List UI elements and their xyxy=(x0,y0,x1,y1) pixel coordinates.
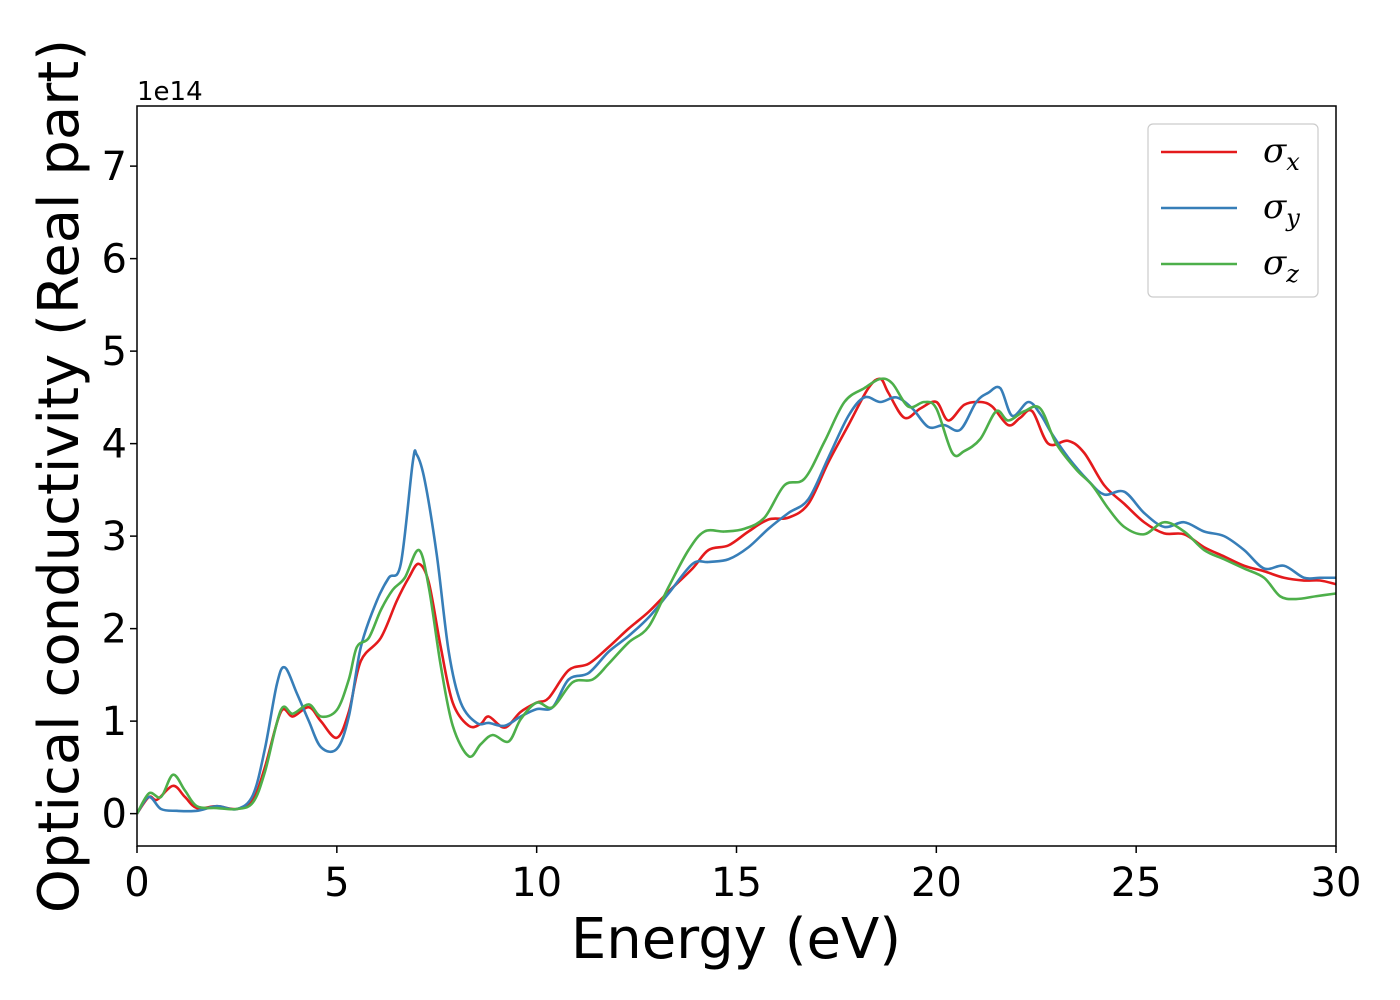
series-line-z xyxy=(137,377,1336,815)
x-tick-label: 15 xyxy=(711,860,762,906)
series-line-x xyxy=(137,377,1336,815)
legend-box xyxy=(1147,123,1319,298)
y-tick-label: 2 xyxy=(102,607,127,653)
legend-label-x: σx xyxy=(1263,131,1300,176)
y-offset-label: 1e14 xyxy=(137,77,203,107)
x-tick-label: 20 xyxy=(911,860,962,906)
legend: σx σy σz xyxy=(1147,123,1319,298)
x-tick-label: 25 xyxy=(1111,860,1162,906)
x-tick-label: 30 xyxy=(1311,860,1362,906)
x-tick-label: 10 xyxy=(511,860,562,906)
legend-label-z: σz xyxy=(1263,243,1299,288)
y-axis-title: Optical conductivity (Real part) xyxy=(27,39,92,913)
y-tick-label: 0 xyxy=(102,792,127,838)
x-axis-title: Energy (eV) xyxy=(571,907,901,972)
legend-label-y: σy xyxy=(1263,187,1300,232)
x-axis-ticks: 0 5 10 15 20 25 30 xyxy=(124,846,1361,906)
y-tick-label: 6 xyxy=(102,237,127,283)
y-tick-label: 5 xyxy=(102,329,127,375)
y-tick-label: 7 xyxy=(102,144,127,190)
series-layer xyxy=(137,377,1336,815)
x-tick-label: 5 xyxy=(324,860,349,906)
y-tick-label: 3 xyxy=(102,514,127,560)
x-tick-label: 0 xyxy=(124,860,149,906)
y-axis-ticks: 0 1 2 3 4 5 6 7 xyxy=(102,144,137,838)
y-tick-label: 1 xyxy=(102,699,127,745)
y-tick-label: 4 xyxy=(102,422,127,468)
